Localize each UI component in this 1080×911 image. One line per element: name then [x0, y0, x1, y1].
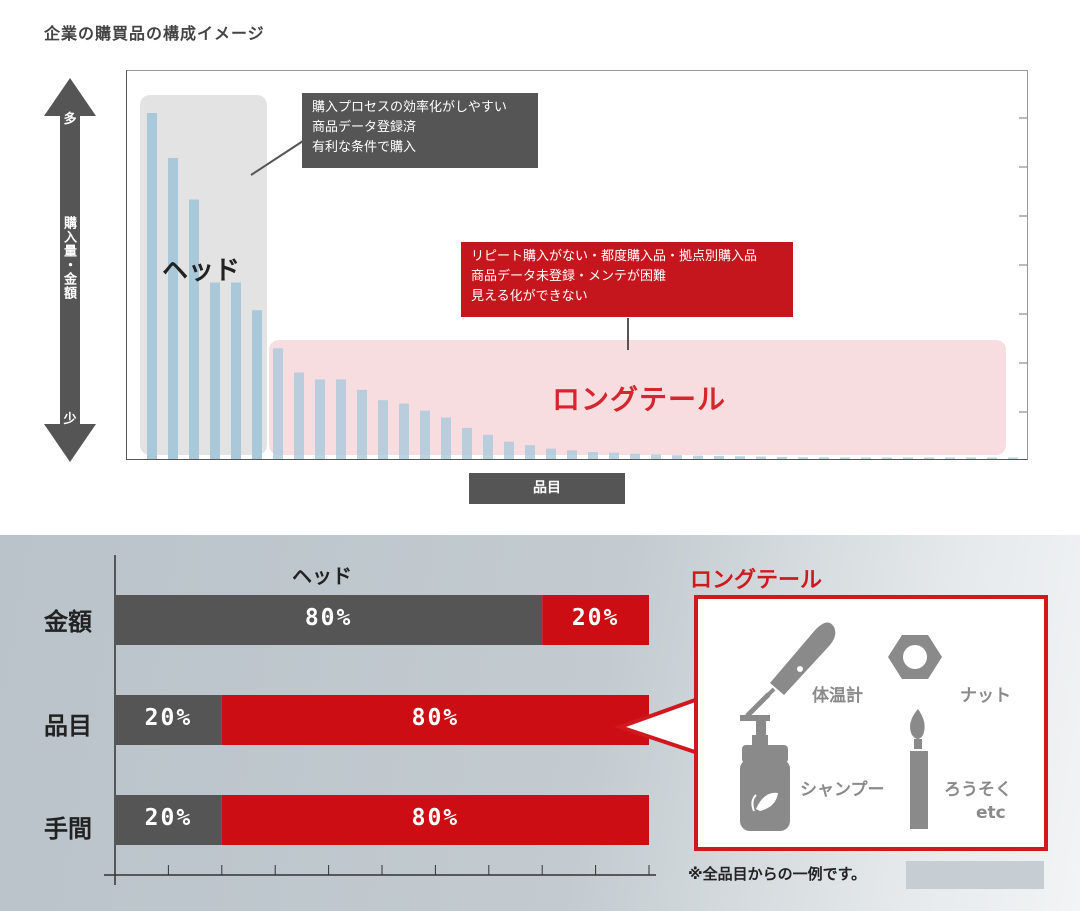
y-axis-arrow: 多 購入量・金額 少	[44, 78, 96, 462]
item-thermometer-label: 体温計	[812, 686, 863, 706]
long-tail-column-label: ロングテール	[690, 568, 823, 593]
bar-item	[777, 456, 787, 459]
bar-item	[336, 379, 346, 459]
long-tail-chart-svg	[140, 95, 1027, 459]
bar-item	[945, 457, 955, 459]
tail-callout-line-2: 商品データ未登録・メンテが困難	[471, 269, 667, 284]
percent-label: 80%	[411, 705, 460, 731]
head-callout: 購入プロセスの効率化がしやすい 商品データ登録済 有利な条件で購入	[302, 93, 538, 168]
bar-item	[420, 410, 430, 459]
footnote: ※全品目からの一例です。	[688, 865, 867, 883]
stacked-bar-chart-svg	[104, 555, 700, 885]
head-bar-segment	[115, 795, 222, 845]
percent-label: 20%	[571, 605, 620, 631]
item-candle-label: ろうそく	[944, 780, 1012, 800]
bar-item	[798, 457, 808, 459]
bar-item	[189, 199, 199, 459]
bar-item	[399, 403, 409, 459]
tail-callout-line-3: 見える化ができない	[471, 289, 588, 304]
bar-item	[483, 434, 493, 459]
row-label-items: 品目	[44, 712, 92, 740]
bar-item	[714, 455, 724, 459]
percent-label: 80%	[411, 805, 460, 831]
bar-item	[147, 113, 157, 459]
long-tail-label: ロングテール	[552, 383, 727, 416]
long-tail-examples-box: 体温計 ナット シャンプー ろうそく etc	[694, 595, 1048, 851]
bar-item	[1008, 457, 1018, 459]
long-tail-region	[269, 340, 1006, 455]
bar-item	[756, 456, 766, 459]
y-axis-label: 購入量・金額	[61, 216, 76, 300]
long-tail-bar-segment	[542, 595, 649, 645]
bar-item	[273, 348, 283, 459]
bar-item	[357, 389, 367, 459]
bar-item	[924, 457, 934, 459]
bar-item	[546, 448, 556, 459]
y-axis-bottom-label: 少	[63, 412, 77, 427]
item-nut-label: ナット	[960, 686, 1011, 706]
bar-item	[378, 400, 388, 459]
bar-item	[525, 445, 535, 459]
head-bar-segment	[115, 695, 222, 745]
bar-item	[882, 457, 892, 459]
percent-label: 80%	[304, 605, 353, 631]
head-callout-line-2: 商品データ登録済	[312, 120, 417, 135]
bar-item	[735, 456, 745, 459]
bar-item	[315, 379, 325, 459]
head-callout-line-3: 有利な条件で購入	[312, 140, 417, 155]
bar-item	[672, 455, 682, 459]
bar-item	[441, 417, 451, 459]
bar-item	[987, 457, 997, 459]
long-tail-bar-segment	[221, 795, 650, 845]
head-column-label: ヘッド	[292, 564, 352, 588]
bar-item	[819, 457, 829, 459]
right-axis-ticks	[1019, 117, 1027, 413]
x-axis-label: 品目	[469, 473, 625, 504]
nut-icon	[888, 635, 942, 679]
bar-item	[231, 282, 241, 459]
head-bar-segment	[115, 595, 543, 645]
bar-item	[693, 455, 703, 459]
bars-group	[147, 113, 1018, 459]
stacked-bars	[115, 595, 650, 845]
long-tail-bar-segment	[221, 695, 650, 745]
head-callout-line	[250, 140, 304, 176]
long-tail-callout: リピート購入がない・都度購入品・拠点別購入品 商品データ未登録・メンテが困難 見…	[461, 242, 793, 317]
examples-icons	[740, 622, 942, 831]
tail-callout-line-1: リピート購入がない・都度購入品・拠点別購入品	[471, 249, 758, 264]
bar-item	[252, 310, 262, 459]
head-callout-line-1: 購入プロセスの効率化がしやすい	[312, 100, 507, 115]
bar-item	[903, 457, 913, 459]
bar-item	[294, 372, 304, 459]
long-tail-chart	[126, 70, 1028, 460]
page-title: 企業の購買品の構成イメージ	[44, 24, 265, 43]
item-etc-label: etc	[976, 803, 1006, 823]
head-label: ヘッド	[162, 256, 241, 286]
candle-icon	[910, 709, 928, 829]
percent-label: 20%	[144, 805, 193, 831]
shampoo-bottle-icon	[740, 715, 790, 831]
item-shampoo-label: シャンプー	[800, 780, 885, 800]
bar-item	[567, 450, 577, 459]
bar-item	[651, 454, 661, 459]
note-background	[906, 861, 1044, 889]
double-arrow-icon	[44, 78, 96, 462]
y-axis-top-label: 多	[63, 112, 77, 127]
bar-item	[840, 457, 850, 459]
bar-item	[210, 282, 220, 459]
comparison-panel: ヘッド ロングテール 金額 品目 手間 80% 20% 20% 80% 20% 80%	[0, 535, 1080, 911]
bar-item	[588, 452, 598, 459]
bar-item	[630, 453, 640, 459]
bar-item	[609, 452, 619, 459]
bar-item	[462, 427, 472, 459]
bar-item	[168, 157, 178, 459]
thermometer-icon	[745, 622, 836, 718]
percent-label: 20%	[144, 705, 193, 731]
bar-item	[966, 457, 976, 459]
row-label-amount: 金額	[44, 608, 92, 636]
x-axis-ticks	[167, 865, 650, 875]
bar-item	[504, 441, 514, 459]
row-label-effort: 手間	[44, 815, 92, 843]
bar-item	[861, 457, 871, 459]
